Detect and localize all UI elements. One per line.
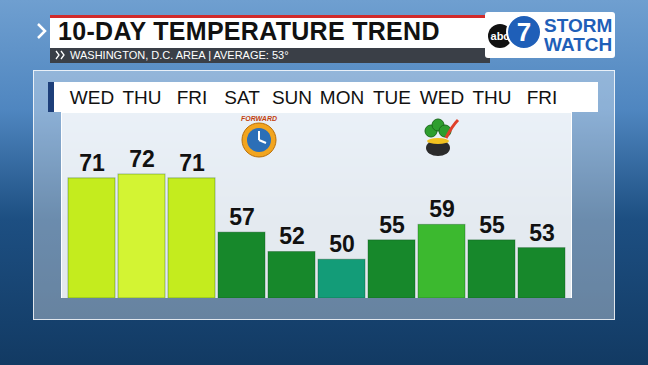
svg-text:TUE: TUE	[373, 87, 411, 108]
svg-text:MON: MON	[320, 87, 364, 108]
svg-text:71: 71	[179, 150, 205, 176]
svg-text:7: 7	[517, 17, 531, 47]
svg-text:52: 52	[279, 223, 305, 249]
svg-text:55: 55	[479, 212, 505, 238]
svg-text:53: 53	[529, 219, 555, 245]
svg-text:55: 55	[379, 212, 405, 238]
svg-text:FORWARD: FORWARD	[241, 115, 277, 122]
svg-text:WED: WED	[420, 87, 464, 108]
html-text:WASHINGTON, D.C. AREA | AVERAG: WASHINGTON, D.C. AREA | AVERAGE: 53°	[70, 49, 289, 61]
svg-text:THU: THU	[122, 87, 161, 108]
svg-text:FRI: FRI	[177, 87, 208, 108]
svg-text:71: 71	[79, 150, 105, 176]
svg-text:SUN: SUN	[272, 87, 312, 108]
html-text:10-DAY TEMPERATURE TREND: 10-DAY TEMPERATURE TREND	[58, 17, 440, 45]
svg-text:FRI: FRI	[527, 87, 558, 108]
svg-text:abc: abc	[490, 30, 510, 42]
svg-text:WATCH: WATCH	[544, 34, 612, 55]
svg-text:59: 59	[429, 196, 455, 222]
svg-text:STORM: STORM	[544, 15, 612, 36]
svg-text:57: 57	[229, 204, 255, 230]
svg-text:SAT: SAT	[224, 87, 260, 108]
svg-text:THU: THU	[472, 87, 511, 108]
svg-text:WED: WED	[70, 87, 114, 108]
svg-text:72: 72	[129, 146, 155, 172]
svg-text:50: 50	[329, 231, 355, 257]
